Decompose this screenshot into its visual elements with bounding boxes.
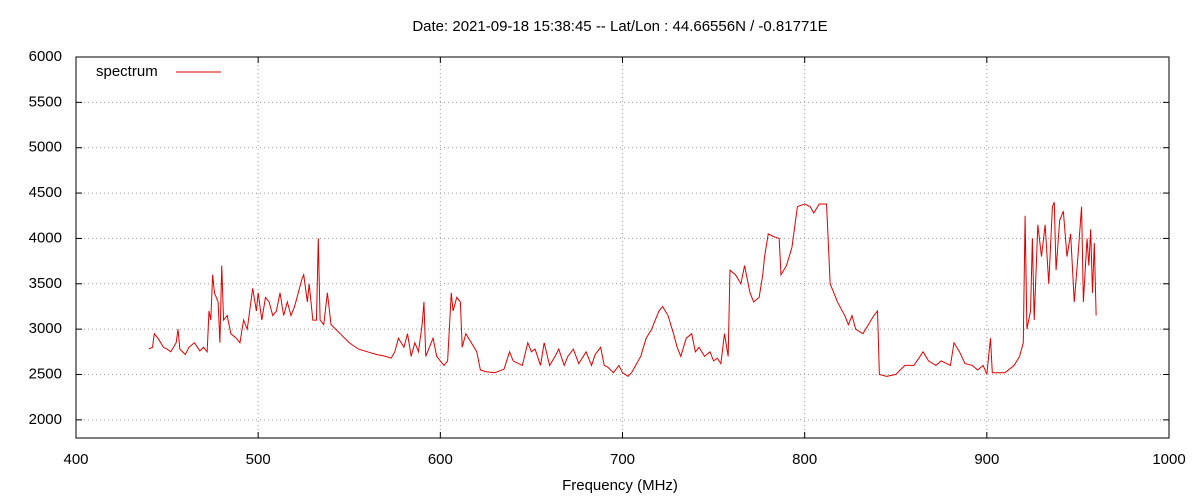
x-tick-label: 800 — [792, 451, 817, 468]
y-tick-label: 3500 — [29, 275, 62, 292]
y-tick-label: 5500 — [29, 93, 62, 110]
x-tick-label: 500 — [246, 451, 271, 468]
y-tick-label: 2000 — [29, 411, 62, 428]
y-tick-label: 2500 — [29, 365, 62, 382]
x-tick-label: 900 — [974, 451, 999, 468]
x-tick-label: 400 — [63, 451, 88, 468]
x-tick-label: 600 — [428, 451, 453, 468]
x-axis-label: Frequency (MHz) — [562, 477, 678, 494]
chart-title: Date: 2021-09-18 15:38:45 -- Lat/Lon : 4… — [412, 18, 827, 35]
y-tick-label: 5000 — [29, 139, 62, 156]
line-series — [148, 201, 1097, 377]
y-tick-label: 6000 — [29, 48, 62, 65]
x-tick-label: 700 — [610, 451, 635, 468]
plot-frame — [75, 56, 1170, 439]
y-tick-label: 4500 — [29, 184, 62, 201]
legend-label: spectrum — [96, 63, 158, 80]
y-tick-label: 3000 — [29, 320, 62, 337]
y-tick-label: 4000 — [29, 229, 62, 246]
x-tick-label: 1000 — [1152, 451, 1185, 468]
